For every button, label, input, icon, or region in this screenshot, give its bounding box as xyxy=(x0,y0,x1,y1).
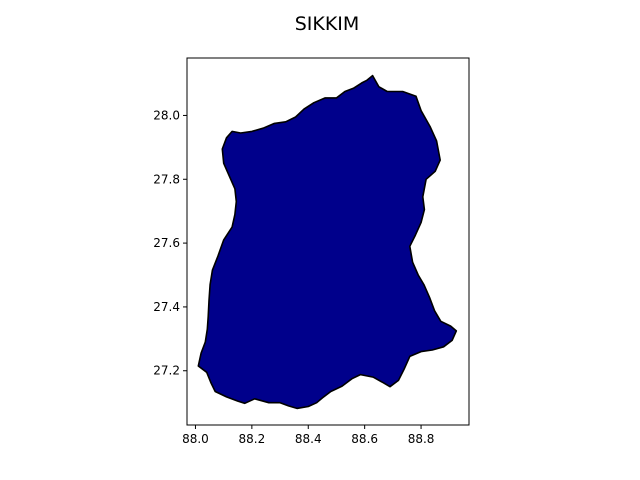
axes-frame xyxy=(186,57,470,426)
x-tick-label: 88.6 xyxy=(351,432,378,446)
y-tick-label: 27.8 xyxy=(153,172,180,186)
x-tick-label: 88.2 xyxy=(239,432,266,446)
x-tick-label: 88.0 xyxy=(182,432,209,446)
x-tick-label: 88.4 xyxy=(295,432,322,446)
y-tick-label: 27.6 xyxy=(153,236,180,250)
x-tick-label: 88.8 xyxy=(408,432,435,446)
y-axis: 27.2 27.4 27.6 27.8 28.0 xyxy=(153,108,187,378)
x-axis: 88.0 88.2 88.4 88.6 88.8 xyxy=(182,425,434,446)
y-tick-label: 27.4 xyxy=(153,300,180,314)
chart-title: SIKKIM xyxy=(295,13,360,35)
sikkim-region xyxy=(197,74,458,410)
region-layer xyxy=(197,74,458,410)
y-tick-label: 28.0 xyxy=(153,108,180,122)
y-tick-label: 27.2 xyxy=(153,364,180,378)
